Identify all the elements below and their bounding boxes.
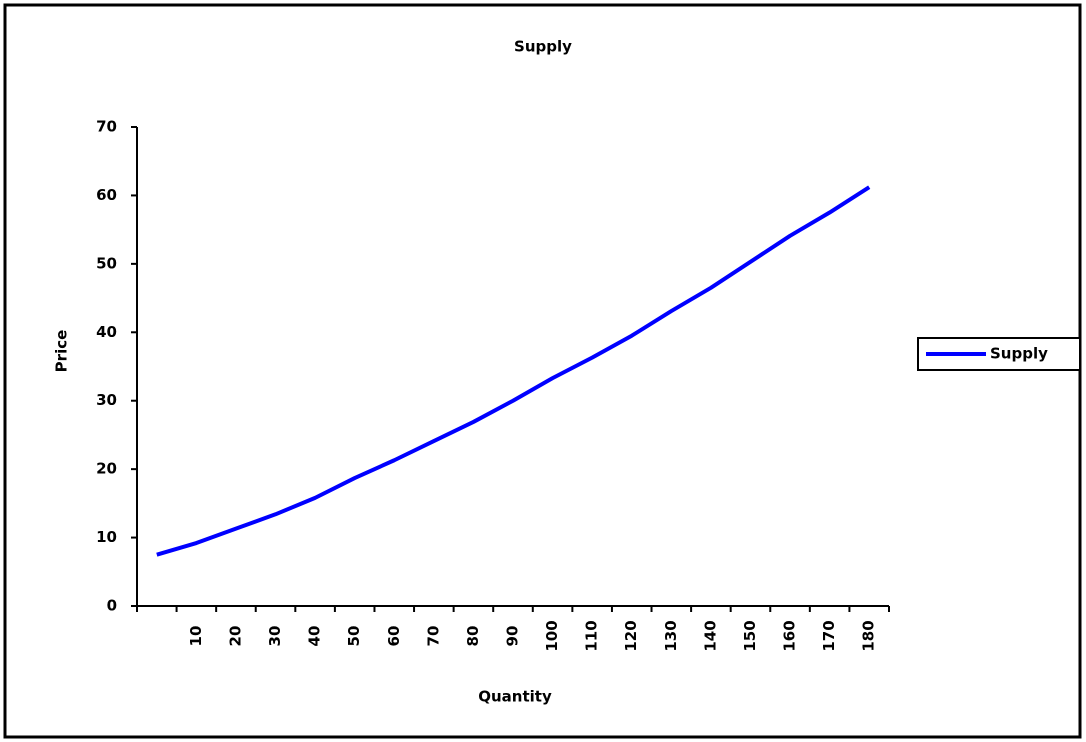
y-tick-label: 10 [96,528,117,546]
x-tick-label: 170 [820,620,838,651]
y-tick-label: 70 [96,118,117,136]
x-tick-label: 70 [424,626,442,647]
x-tick-label: 150 [741,620,759,651]
x-tick-label: 30 [266,626,284,647]
x-tick-label: 100 [543,620,561,651]
x-tick-label: 160 [781,620,799,651]
y-tick-label: 60 [96,186,117,204]
x-tick-label: 110 [583,620,601,651]
legend-label: Supply [990,345,1048,363]
y-tick-label: 30 [96,391,117,409]
y-tick-label: 50 [96,254,117,272]
x-tick-label: 180 [860,620,878,651]
x-tick-label: 50 [345,626,363,647]
x-tick-label: 90 [504,626,522,647]
x-tick-label: 130 [662,620,680,651]
x-tick-label: 80 [464,626,482,647]
x-tick-label: 40 [306,626,324,647]
chart-title: Supply [514,38,572,56]
y-axis-label: Price [53,330,71,373]
y-tick-label: 20 [96,460,117,478]
y-tick-label: 40 [96,323,117,341]
y-tick-label: 0 [107,597,117,615]
x-tick-label: 20 [226,626,244,647]
x-tick-label: 60 [385,626,403,647]
x-tick-label: 120 [622,620,640,651]
x-tick-label: 10 [187,626,205,647]
chart-border [3,3,1082,739]
series-line [156,185,871,557]
x-axis-label: Quantity [478,688,552,706]
x-tick-label: 140 [701,620,719,651]
